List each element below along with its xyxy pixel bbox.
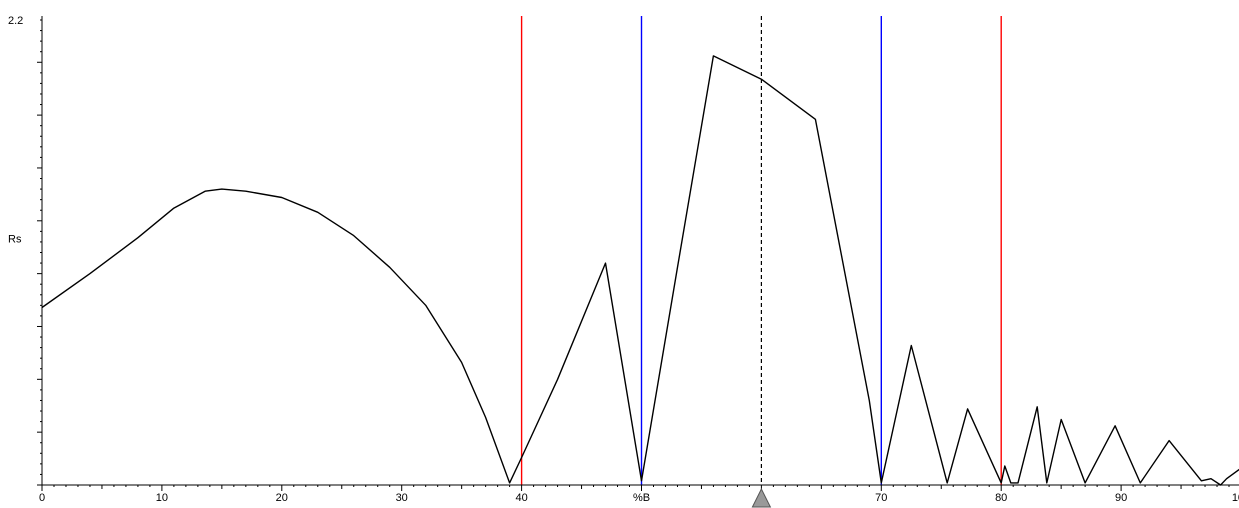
marker-layer (751, 487, 772, 508)
y-tick-label: 2.2 (8, 15, 23, 27)
y-axis-title: Rs (8, 234, 22, 246)
x-tick-label: 30 (396, 492, 408, 504)
x-tick-label: 40 (515, 492, 527, 504)
x-axis-title: %B (633, 492, 650, 504)
x-ticks: 0 10 20 30 40 70 80 90 100 (39, 485, 1239, 504)
x-tick-label: 80 (995, 492, 1007, 504)
reference-lines (520, 16, 1002, 485)
x-tick-label: 100 (1232, 492, 1239, 504)
x-tick-label: 70 (875, 492, 887, 504)
x-tick-label: 20 (276, 492, 288, 504)
x-position-marker[interactable] (751, 487, 772, 508)
x-tick-label: 90 (1115, 492, 1127, 504)
x-tick-label: 0 (39, 492, 45, 504)
y-ticks: 2.2 (8, 15, 42, 486)
x-tick-label: 10 (156, 492, 168, 504)
series-line-0 (41, 55, 1239, 486)
series-layer (41, 55, 1239, 486)
